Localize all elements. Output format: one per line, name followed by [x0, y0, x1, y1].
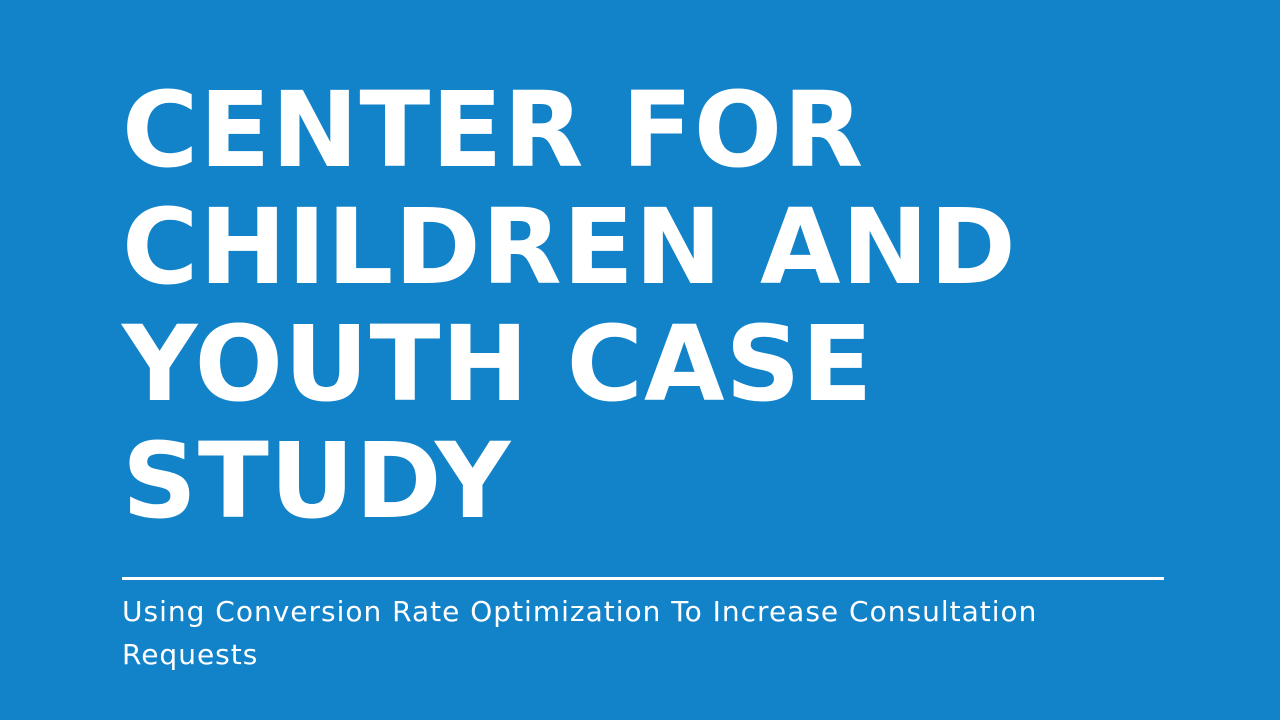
slide-title: CENTER FOR CHILDREN AND YOUTH CASE STUDY [122, 72, 1162, 540]
slide-subtitle: Using Conversion Rate Optimization To In… [122, 595, 1038, 671]
title-divider [122, 577, 1164, 580]
slide-title-line: CENTER FOR [122, 69, 865, 191]
slide-title-line: YOUTH CASE [122, 303, 874, 425]
slide-title-line: STUDY [122, 420, 512, 542]
slide-title-line: CHILDREN AND [122, 186, 1017, 308]
